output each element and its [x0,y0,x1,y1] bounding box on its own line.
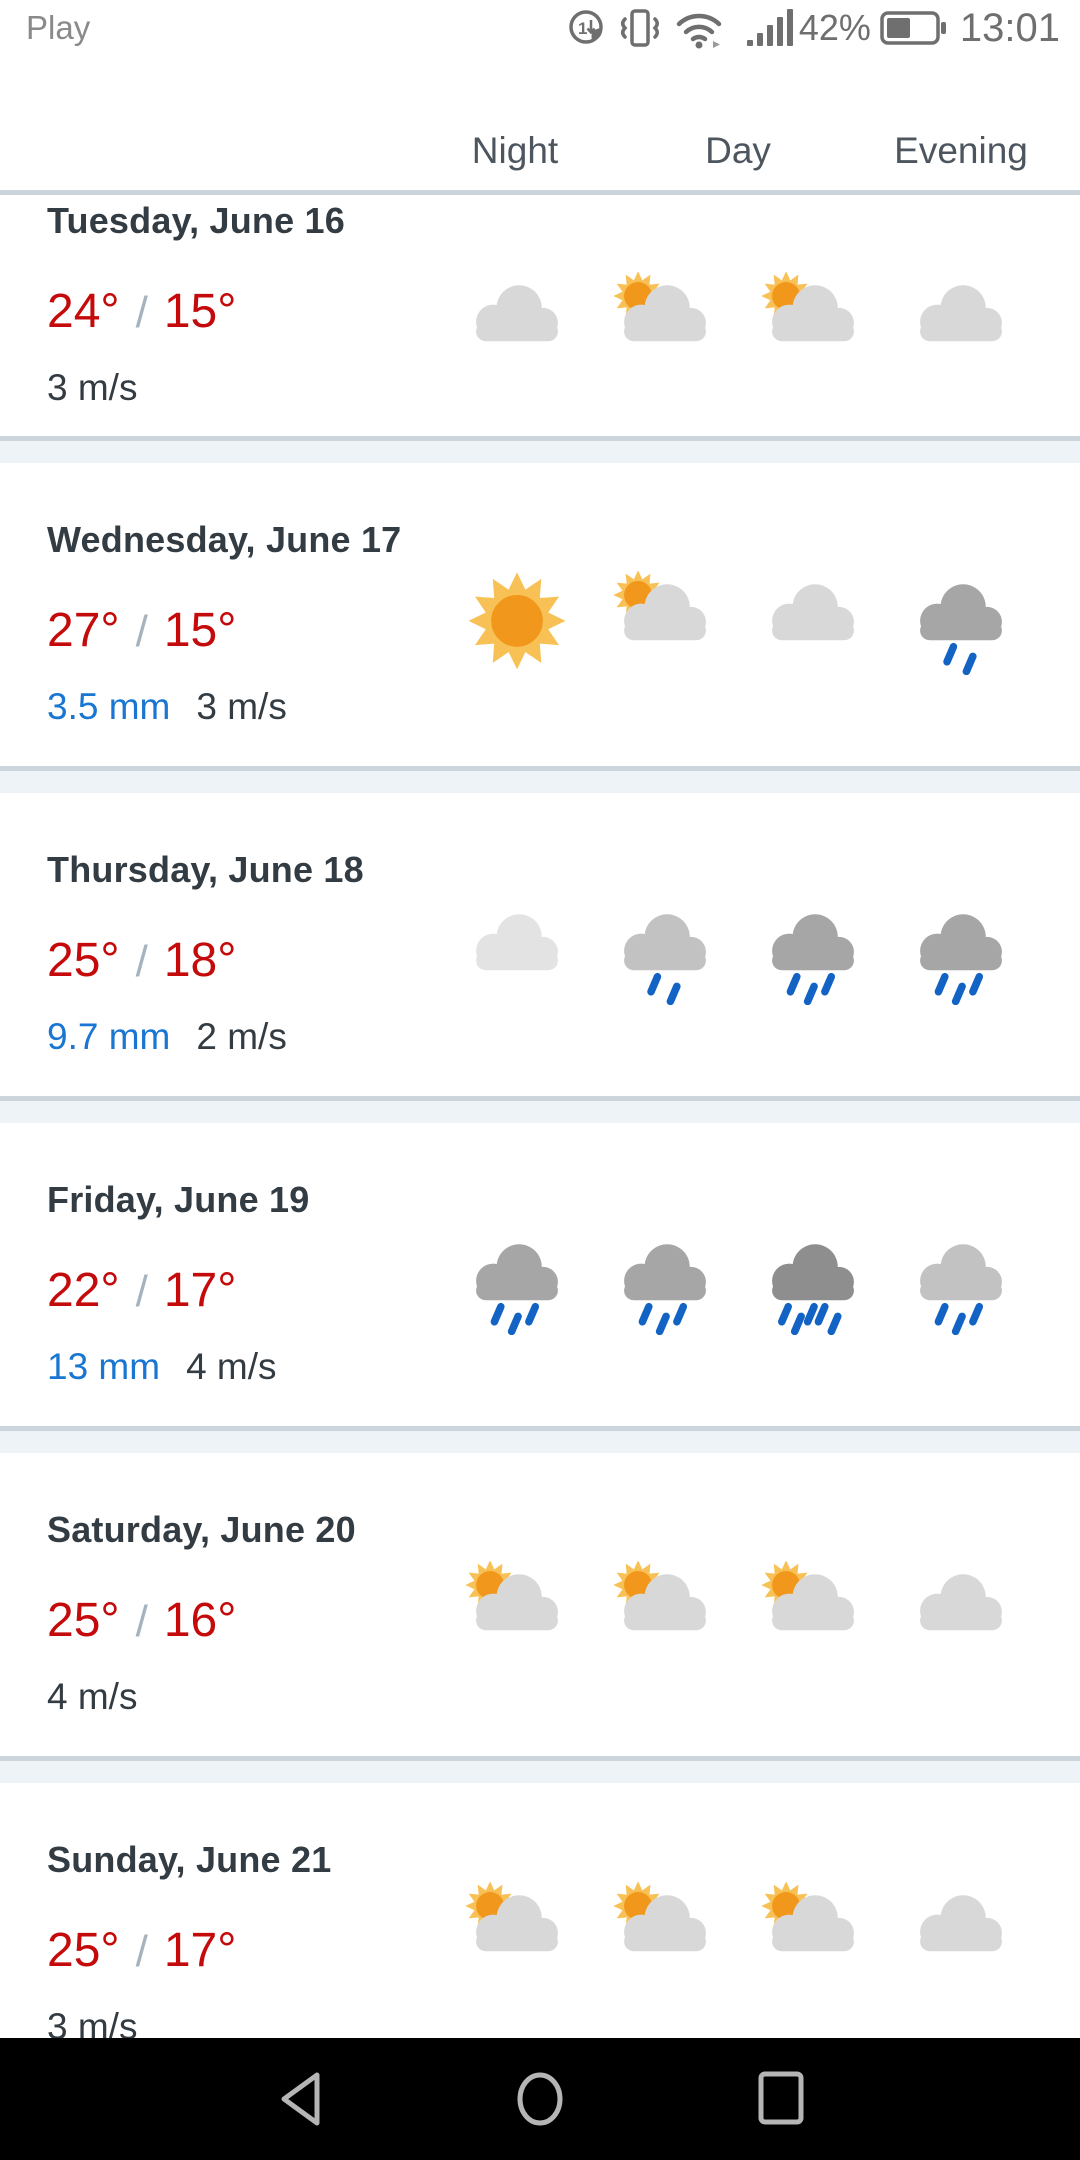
weather-icon-sunny [443,571,591,675]
weather-icon-partly-sunny [739,271,887,376]
high-temperature: 25° [47,1924,120,1977]
day-title: Thursday, June 18 [47,849,364,890]
weather-icon-partly-sunny [443,1560,591,1665]
forecast-row-friday[interactable]: Friday, June 19 22° / 17° 13 mm 4 m/s [0,1123,1080,1426]
weather-icon-rain [591,1231,739,1335]
vibrate-icon [616,7,664,49]
temperature-separator: / [135,1267,148,1316]
forecast-row-tuesday[interactable]: Tuesday, June 16 24° / 15° 3 m/s [0,195,1080,436]
weather-icon-rain [739,1231,887,1335]
row-divider [0,1426,1080,1453]
weather-icon-partly-sunny [443,1882,591,1986]
weather-icon-rain [443,1231,591,1335]
temperature-range: 24° / 15° [47,284,1080,339]
column-label-day: Day [705,130,771,171]
low-temperature: 16° [163,1594,237,1647]
row-divider [0,766,1080,793]
weather-icon-partly-sunny [591,1560,739,1665]
status-bar: Play 1 42% 13:01 [0,0,1080,56]
temperature-range: 25° / 16° [47,1593,1080,1648]
forecast-row-wednesday[interactable]: Wednesday, June 17 27° / 15° 3.5 mm 3 m/… [0,463,1080,766]
recents-button[interactable] [756,2069,806,2129]
wind-speed: 4 m/s [186,1346,277,1387]
weather-icons-strip [443,1882,1035,1986]
precipitation-amount: 3.5 mm [47,686,171,727]
time-of-day-header: Night Day Evening [0,56,1080,195]
high-temperature: 22° [47,1264,120,1317]
weather-icons-strip [443,1560,1035,1665]
weather-icon-cloudy [443,272,591,376]
weather-icon-rain [887,901,1035,1005]
low-temperature: 15° [163,604,237,657]
weather-icon-partly-sunny [591,1882,739,1986]
row-divider [0,1096,1080,1123]
performance-mode-icon: 1 [565,7,607,49]
weather-icon-rain [739,901,887,1005]
clock-label: 13:01 [959,5,1060,50]
temperature-separator: / [135,607,148,656]
high-temperature: 24° [47,285,120,338]
temperature-separator: / [135,937,148,986]
low-temperature: 17° [163,1924,237,1977]
svg-text:1: 1 [578,19,587,38]
weather-icon-partly-sunny [591,570,739,675]
weather-icons-strip [443,901,1035,1005]
precipitation-amount: 9.7 mm [47,1016,171,1057]
high-temperature: 25° [47,934,120,987]
weather-icon-partly-moon [887,1882,1035,1986]
carrier-label: Play [26,9,91,46]
wifi-icon [673,7,727,49]
weather-icon-partly-moon [887,272,1035,376]
weather-icon-partly-sunny [591,271,739,376]
weather-icons-strip [443,1231,1035,1335]
low-temperature: 17° [163,1264,237,1317]
wind-speed: 3 m/s [47,367,138,408]
wind-speed: 2 m/s [196,1016,287,1057]
precipitation-amount: 13 mm [47,1346,161,1387]
weather-icon-cloudy [739,571,887,675]
battery-icon [880,9,948,47]
day-title: Friday, June 19 [47,1179,310,1220]
signal-strength-icon [745,7,795,49]
temperature-range: 25° / 17° [47,1923,1080,1978]
weather-icon-rain [591,901,739,1005]
column-label-evening: Evening [894,130,1028,171]
low-temperature: 18° [163,934,237,987]
wind-speed: 3 m/s [196,686,287,727]
wind-speed: 4 m/s [47,1676,138,1717]
temperature-range: 22° / 17° [47,1263,1080,1318]
temperature-range: 25° / 18° [47,933,1080,988]
high-temperature: 25° [47,1594,120,1647]
weather-icon-partly-sunny [739,1882,887,1986]
day-title: Wednesday, June 17 [47,519,402,560]
temperature-separator: / [135,288,148,337]
day-title: Sunday, June 21 [47,1839,332,1880]
day-title: Saturday, June 20 [47,1509,356,1550]
row-divider [0,1756,1080,1783]
weather-icons-strip [443,570,1035,675]
low-temperature: 15° [163,285,237,338]
temperature-separator: / [135,1597,148,1646]
android-nav-bar [0,2038,1080,2160]
high-temperature: 27° [47,604,120,657]
weather-icon-partly-sunny [739,1560,887,1665]
row-divider [0,436,1080,463]
battery-percent-label: 42% [798,7,871,48]
forecast-row-saturday[interactable]: Saturday, June 20 25° / 16° 4 m/s [0,1453,1080,1756]
forecast-row-sunday[interactable]: Sunday, June 21 25° / 17° 3 m/s [0,1783,1080,2069]
weather-icon-rain [887,1231,1035,1335]
weather-icons-strip [443,271,1035,376]
forecast-row-thursday[interactable]: Thursday, June 18 25° / 18° 9.7 mm 2 m/s [0,793,1080,1096]
column-label-night: Night [471,130,559,171]
temperature-range: 27° / 15° [47,603,1080,658]
weather-icon-rain [887,571,1035,675]
back-button[interactable] [275,2068,325,2130]
home-button[interactable] [515,2069,565,2129]
weather-icon-cloudy [443,901,591,1005]
day-title: Tuesday, June 16 [47,200,345,241]
temperature-separator: / [135,1927,148,1976]
weather-icon-partly-moon [887,1561,1035,1665]
